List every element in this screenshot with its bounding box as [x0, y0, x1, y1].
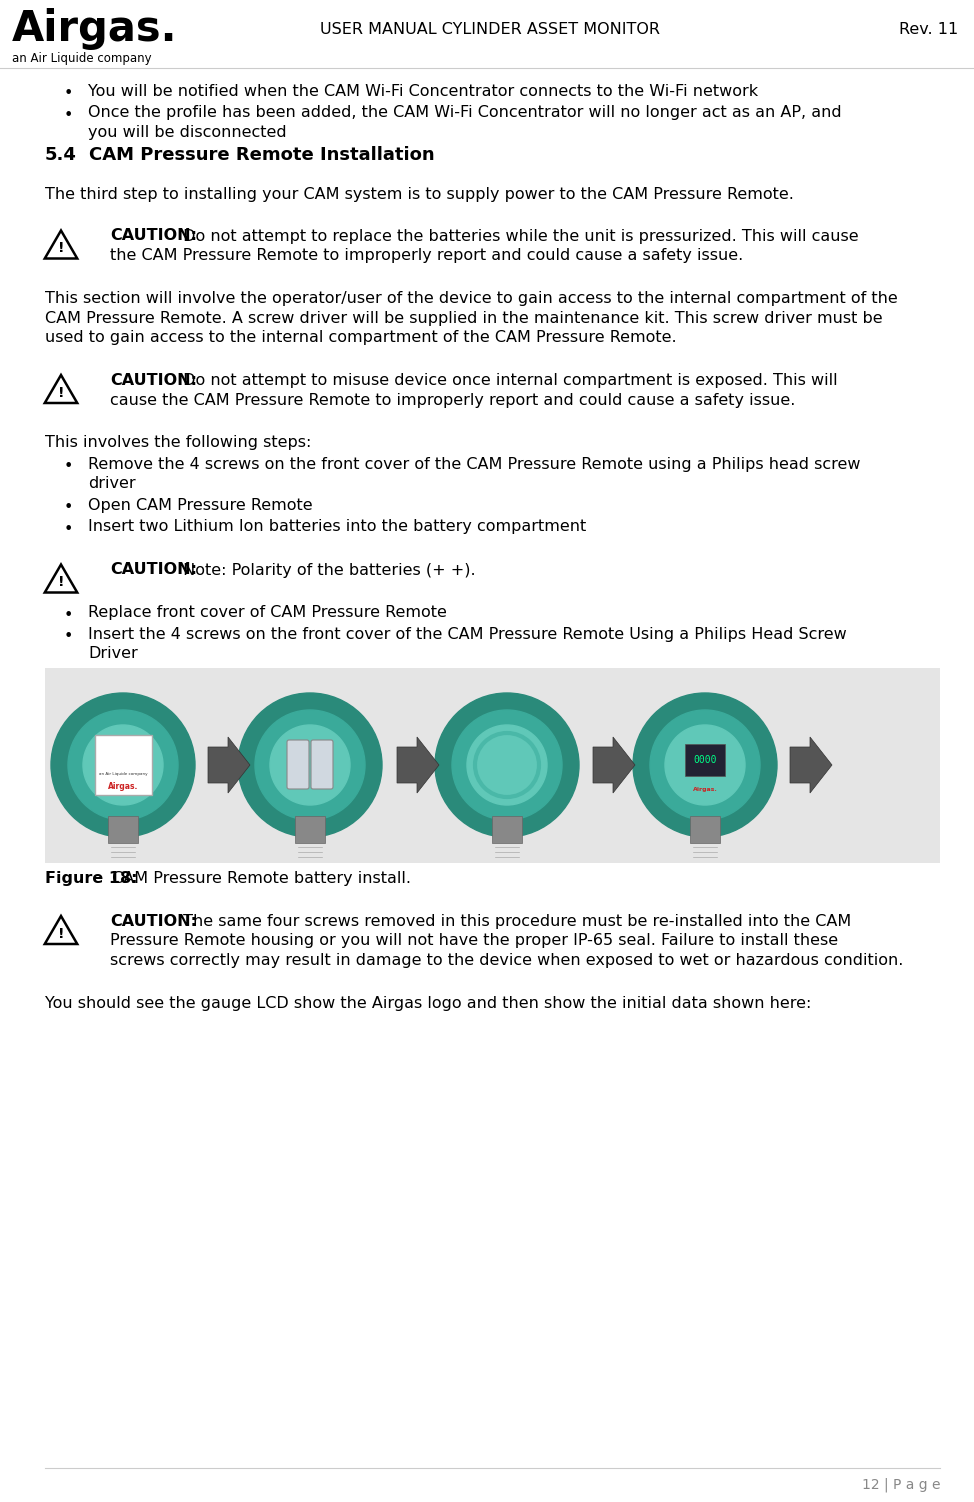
Text: CAUTION:: CAUTION: [110, 563, 197, 577]
Text: •: • [63, 500, 73, 515]
FancyBboxPatch shape [95, 734, 152, 795]
Text: Driver: Driver [88, 646, 137, 661]
Text: Once the profile has been added, the CAM Wi-Fi Concentrator will no longer act a: Once the profile has been added, the CAM… [88, 105, 842, 120]
Circle shape [83, 725, 163, 805]
Text: The third step to installing your CAM system is to supply power to the CAM Press: The third step to installing your CAM sy… [45, 188, 794, 203]
Text: •: • [63, 108, 73, 123]
Polygon shape [208, 737, 250, 793]
Text: !: ! [57, 242, 64, 255]
Text: Pressure Remote housing or you will not have the proper IP-65 seal. Failure to i: Pressure Remote housing or you will not … [110, 934, 838, 948]
Text: CAM Pressure Remote. A screw driver will be supplied in the maintenance kit. Thi: CAM Pressure Remote. A screw driver will… [45, 311, 882, 326]
Text: USER MANUAL CYLINDER ASSET MONITOR: USER MANUAL CYLINDER ASSET MONITOR [320, 23, 660, 38]
FancyBboxPatch shape [287, 740, 309, 789]
FancyBboxPatch shape [295, 816, 325, 843]
Text: •: • [63, 460, 73, 475]
Text: CAUTION:: CAUTION: [110, 372, 197, 388]
Text: 12 | P a g e: 12 | P a g e [861, 1478, 940, 1493]
Text: cause the CAM Pressure Remote to improperly report and could cause a safety issu: cause the CAM Pressure Remote to imprope… [110, 392, 796, 407]
Text: CAUTION:: CAUTION: [110, 915, 197, 930]
Text: You will be notified when the CAM Wi-Fi Concentrator connects to the Wi-Fi netwo: You will be notified when the CAM Wi-Fi … [88, 84, 758, 99]
Text: CAM Pressure Remote Installation: CAM Pressure Remote Installation [89, 147, 434, 165]
Text: •: • [63, 629, 73, 644]
Text: !: ! [57, 927, 64, 940]
Circle shape [238, 692, 382, 837]
Text: used to gain access to the internal compartment of the CAM Pressure Remote.: used to gain access to the internal comp… [45, 330, 677, 345]
Text: Replace front cover of CAM Pressure Remote: Replace front cover of CAM Pressure Remo… [88, 605, 447, 620]
Text: Insert the 4 screws on the front cover of the CAM Pressure Remote Using a Philip: Insert the 4 screws on the front cover o… [88, 626, 846, 641]
Text: Open CAM Pressure Remote: Open CAM Pressure Remote [88, 499, 313, 514]
FancyBboxPatch shape [492, 816, 522, 843]
Polygon shape [397, 737, 439, 793]
Text: This involves the following steps:: This involves the following steps: [45, 436, 312, 451]
Circle shape [452, 710, 562, 820]
FancyBboxPatch shape [108, 816, 138, 843]
Text: Do not attempt to replace the batteries while the unit is pressurized. This will: Do not attempt to replace the batteries … [178, 228, 859, 243]
Text: Note: Polarity of the batteries (+ +).: Note: Polarity of the batteries (+ +). [178, 563, 475, 577]
Circle shape [51, 692, 195, 837]
Text: 0000: 0000 [693, 756, 717, 765]
Text: •: • [63, 86, 73, 101]
Text: Rev. 11: Rev. 11 [899, 23, 958, 38]
Circle shape [665, 725, 745, 805]
Text: an Air Liquide company: an Air Liquide company [98, 772, 147, 777]
Text: Insert two Lithium Ion batteries into the battery compartment: Insert two Lithium Ion batteries into th… [88, 520, 586, 535]
Text: This section will involve the operator/user of the device to gain access to the : This section will involve the operator/u… [45, 291, 898, 306]
Text: You should see the gauge LCD show the Airgas logo and then show the initial data: You should see the gauge LCD show the Ai… [45, 996, 811, 1011]
Text: Figure 18:: Figure 18: [45, 871, 137, 886]
Circle shape [650, 710, 760, 820]
FancyBboxPatch shape [685, 743, 725, 777]
Text: 5.4: 5.4 [45, 147, 77, 165]
Text: CAM Pressure Remote battery install.: CAM Pressure Remote battery install. [107, 871, 411, 886]
Text: you will be disconnected: you will be disconnected [88, 125, 286, 140]
Text: Airgas.: Airgas. [108, 783, 138, 792]
Text: Airgas.: Airgas. [693, 787, 718, 792]
Circle shape [270, 725, 350, 805]
Text: Do not attempt to misuse device once internal compartment is exposed. This will: Do not attempt to misuse device once int… [178, 372, 838, 388]
Text: •: • [63, 607, 73, 622]
Text: •: • [63, 521, 73, 536]
Text: CAUTION:: CAUTION: [110, 228, 197, 243]
Text: The same four screws removed in this procedure must be re-installed into the CAM: The same four screws removed in this pro… [178, 915, 851, 930]
Text: an Air Liquide company: an Air Liquide company [12, 53, 152, 65]
FancyBboxPatch shape [45, 668, 940, 864]
FancyBboxPatch shape [311, 740, 333, 789]
Text: screws correctly may result in damage to the device when exposed to wet or hazar: screws correctly may result in damage to… [110, 952, 903, 967]
Circle shape [68, 710, 178, 820]
FancyBboxPatch shape [690, 816, 720, 843]
Text: driver: driver [88, 476, 135, 491]
Text: Airgas.: Airgas. [12, 8, 177, 50]
Text: !: ! [57, 575, 64, 589]
Polygon shape [790, 737, 832, 793]
Circle shape [467, 725, 547, 805]
Circle shape [435, 692, 579, 837]
Text: the CAM Pressure Remote to improperly report and could cause a safety issue.: the CAM Pressure Remote to improperly re… [110, 248, 743, 263]
Polygon shape [593, 737, 635, 793]
Circle shape [255, 710, 365, 820]
Text: Remove the 4 screws on the front cover of the CAM Pressure Remote using a Philip: Remove the 4 screws on the front cover o… [88, 457, 860, 472]
Circle shape [633, 692, 777, 837]
Text: !: ! [57, 386, 64, 400]
